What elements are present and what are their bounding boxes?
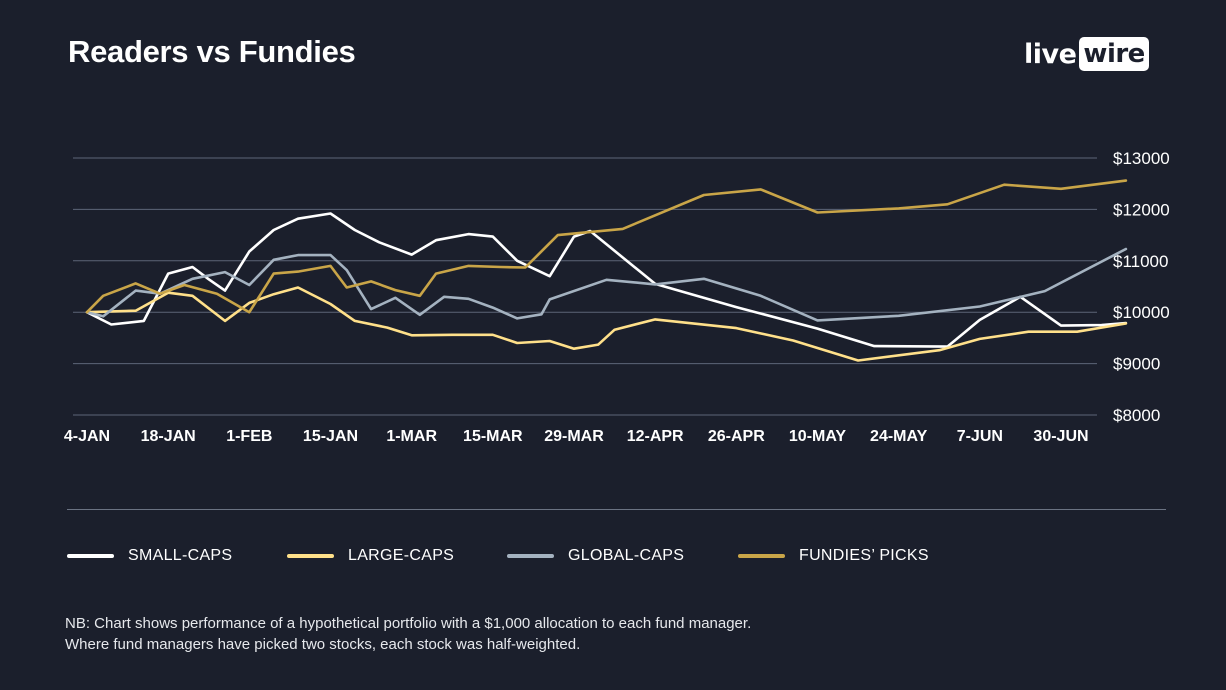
x-tick-label: 4-JAN	[64, 428, 110, 445]
x-tick-label: 15-MAR	[463, 428, 523, 445]
legend-label: GLOBAL-CAPS	[568, 547, 685, 564]
legend-swatch	[287, 554, 334, 558]
livewire-logo[interactable]: live wire	[1024, 36, 1149, 72]
legend-swatch	[738, 554, 785, 558]
x-tick-label: 18-JAN	[141, 428, 196, 445]
series-line-large-caps	[85, 286, 1128, 362]
line-chart: $13000 $12000 $11000 $10000 $9000 $8000 4-JAN…	[64, 149, 1170, 445]
grid-lines	[73, 157, 1097, 416]
y-tick-label: $12000	[1113, 200, 1170, 219]
legend-label: FUNDIES’ PICKS	[799, 547, 929, 564]
x-tick-label: 12-APR	[627, 428, 684, 445]
x-tick-label: 7-JUN	[957, 428, 1003, 445]
logo-live-text: live	[1024, 38, 1077, 70]
legend-label: SMALL-CAPS	[128, 547, 233, 564]
legend-item: GLOBAL-CAPS	[507, 547, 738, 565]
y-tick-label: $9000	[1113, 355, 1160, 374]
chart-legend: SMALL-CAPS LARGE-CAPS GLOBAL-CAPS FUNDIES’ …	[67, 546, 938, 566]
legend-swatch	[507, 554, 554, 558]
series-lines	[85, 179, 1128, 362]
footnote-line-1: NB: Chart shows performance of a hypothe…	[65, 615, 752, 632]
x-tick-label: 29-MAR	[544, 428, 604, 445]
footnote-line-2: Where fund managers have picked two stoc…	[65, 636, 581, 653]
legend-item: SMALL-CAPS	[67, 547, 287, 565]
chart-footnote: NB: Chart shows performance of a hypothe…	[65, 613, 751, 655]
y-tick-label: $10000	[1113, 303, 1170, 322]
series-line-fundies-picks	[85, 179, 1128, 314]
chart-title: Readers vs Fundies	[68, 34, 356, 69]
x-tick-label: 1-FEB	[226, 428, 272, 445]
x-tick-label: 1-MAR	[386, 428, 437, 445]
legend-item: LARGE-CAPS	[287, 547, 507, 565]
x-tick-label: 10-MAY	[789, 428, 847, 445]
legend-label: LARGE-CAPS	[348, 547, 455, 564]
y-tick-label: $8000	[1113, 406, 1160, 425]
y-axis-ticks: $13000 $12000 $11000 $10000 $9000 $8000	[1113, 149, 1170, 425]
x-tick-label: 26-APR	[708, 428, 765, 445]
y-tick-label: $11000	[1113, 252, 1168, 271]
y-tick-label: $13000	[1113, 149, 1170, 168]
legend-swatch	[67, 554, 114, 558]
legend-divider	[67, 509, 1166, 510]
legend-item: FUNDIES’ PICKS	[738, 547, 938, 565]
x-tick-label: 24-MAY	[870, 428, 928, 445]
series-line-global-caps	[85, 247, 1128, 322]
x-tick-label: 15-JAN	[303, 428, 358, 445]
logo-wire-text: wire	[1079, 37, 1149, 71]
x-tick-label: 30-JUN	[1033, 428, 1088, 445]
x-axis-ticks: 4-JAN 18-JAN 1-FEB 15-JAN 1-MAR 15-MAR 29-MAR 1…	[64, 428, 1089, 445]
